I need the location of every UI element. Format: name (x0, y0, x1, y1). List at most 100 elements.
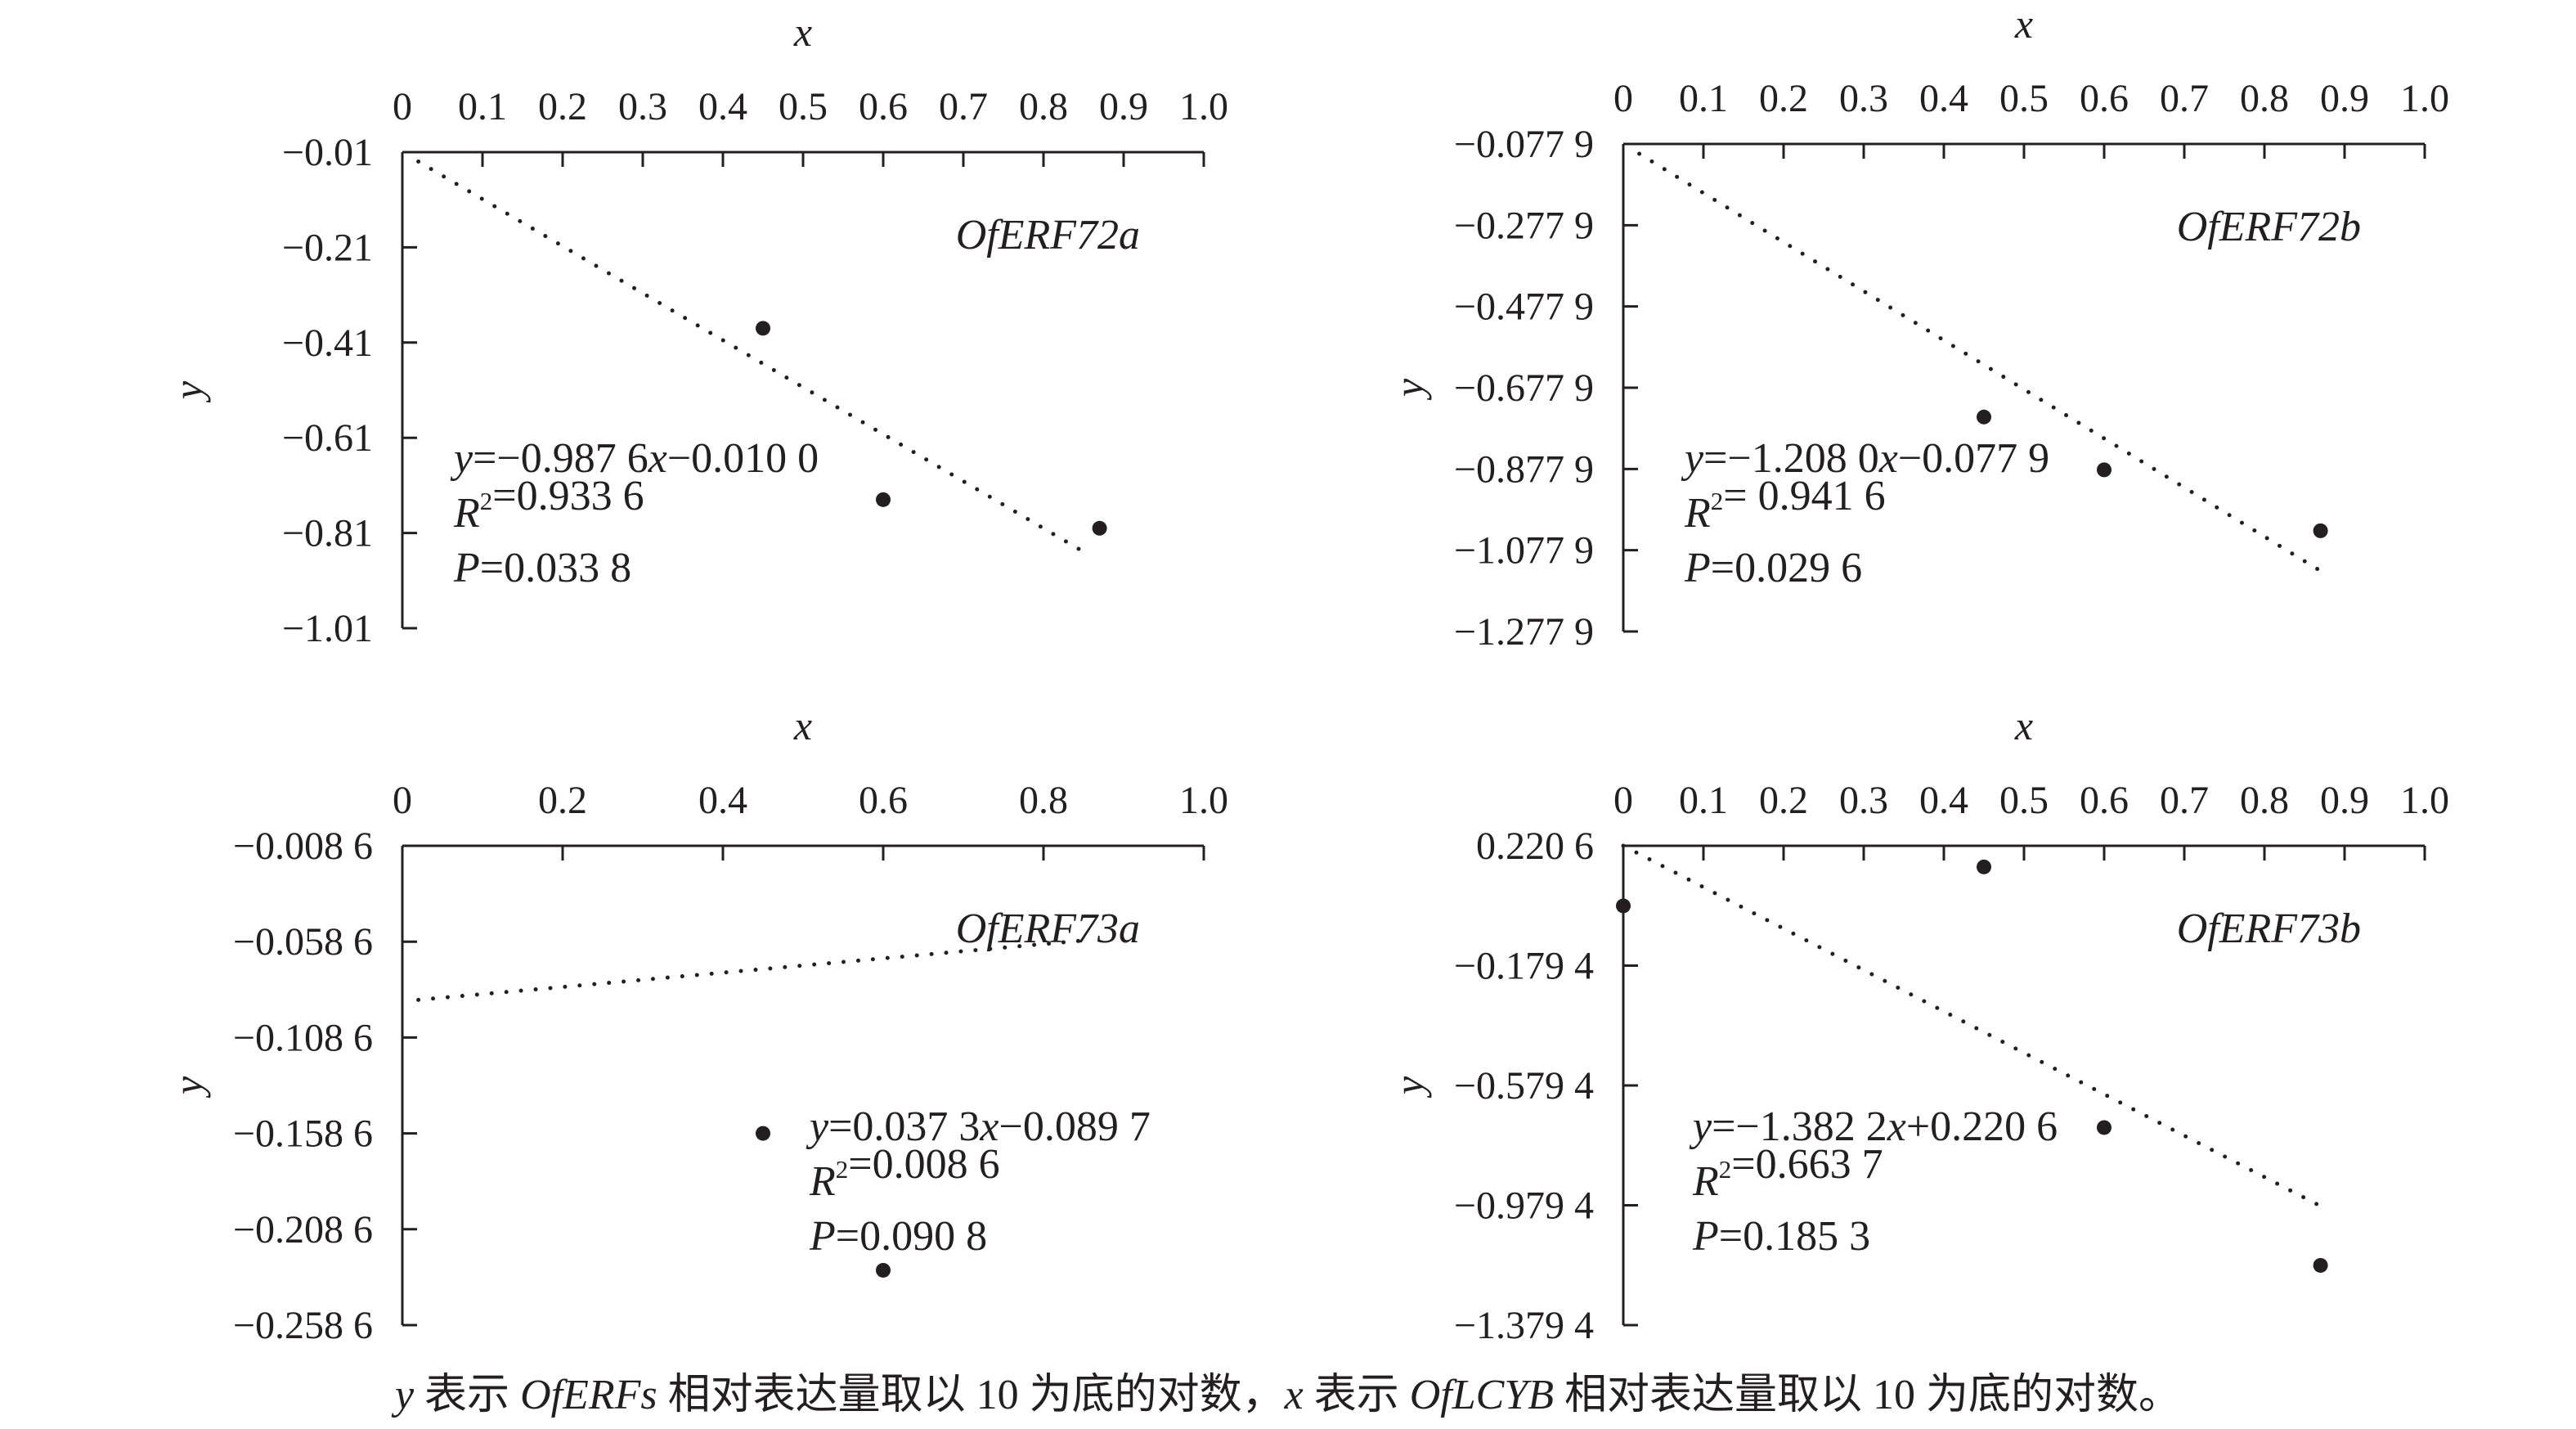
gene-label: OfERF73a (956, 905, 1140, 952)
caption-ofERFs: OfERFs (520, 1372, 657, 1418)
data-point (2313, 1257, 2328, 1273)
x-tick-label: 0.1 (458, 85, 507, 128)
y-axis-title: y (1386, 1076, 1432, 1099)
y-tick-label: −0.979 4 (1454, 1184, 1594, 1228)
regression-annotation-line: P=0.033 8 (453, 545, 631, 591)
y-tick-label: 0.220 6 (1476, 825, 1594, 868)
x-tick-label: 0.9 (2320, 77, 2369, 120)
gene-label: OfERF73b (2177, 905, 2361, 952)
x-tick-label: 0.7 (2160, 779, 2209, 822)
caption-text-1: 表示 (414, 1372, 521, 1418)
x-tick-label: 0.9 (2320, 779, 2369, 822)
y-tick-label: −0.179 4 (1454, 945, 1594, 988)
data-point (756, 1126, 770, 1141)
x-axis-title: x (2014, 1, 2033, 47)
data-point (876, 1262, 891, 1278)
x-tick-label: 0.3 (1839, 77, 1888, 120)
y-tick-label: −0.01 (282, 131, 373, 174)
y-tick-label: −0.108 6 (233, 1016, 373, 1059)
x-tick-label: 0.6 (2080, 77, 2129, 120)
caption-text-2: 相对表达量取以 10 为底的对数， (657, 1372, 1285, 1418)
caption-text-3: 表示 (1303, 1372, 1410, 1418)
y-tick-label: −1.01 (282, 607, 373, 650)
x-tick-label: 1.0 (2400, 779, 2449, 822)
gene-label: OfERF72a (956, 212, 1140, 258)
y-tick-label: −1.077 9 (1454, 529, 1594, 573)
y-tick-label: −1.379 4 (1454, 1304, 1594, 1347)
x-tick-label: 0.5 (1999, 779, 2049, 822)
caption-oflcyb: OfLCYB (1409, 1372, 1555, 1418)
y-axis-title: y (165, 380, 211, 403)
y-tick-label: −0.008 6 (233, 825, 373, 868)
x-tick-label: 0.4 (698, 779, 747, 822)
caption-y-symbol: y (394, 1372, 415, 1418)
x-tick-label: 0.4 (698, 85, 747, 128)
x-tick-label: 0.2 (538, 85, 587, 128)
regression-annotation-line: y=−1.208 0x−0.077 9 (1681, 435, 2049, 482)
regression-annotation-line: P=0.090 8 (809, 1213, 987, 1260)
y-tick-label: −0.41 (282, 321, 373, 365)
x-axis-title: x (793, 703, 812, 748)
y-tick-label: −0.058 6 (233, 920, 373, 964)
x-axis-title: x (793, 9, 812, 55)
x-tick-label: 0 (1613, 77, 1633, 120)
trend-line (1637, 151, 2323, 573)
data-point (1616, 898, 1631, 914)
chart-panel-4: 0 0.1 0.2 0.3 0.4 0.5 0.6 0.7 0.8 0.9 1.0 0.220 6 −0… (1386, 703, 2449, 1347)
data-point (876, 492, 891, 507)
x-tick-label: 0.1 (1679, 77, 1728, 120)
x-tick-label: 0.5 (1999, 77, 2049, 120)
x-axis-title: x (2014, 703, 2033, 748)
y-axis-title: y (165, 1076, 211, 1099)
x-tick-label: 0 (393, 85, 412, 128)
figure-caption: y 表示 OfERFs 相对表达量取以 10 为底的对数，x 表示 OfLCYB… (0, 1359, 2576, 1421)
x-tick-label: 0.2 (1759, 779, 1808, 822)
x-tick-label: 0.8 (2240, 779, 2289, 822)
caption-x-symbol: x (1284, 1372, 1304, 1418)
y-tick-label: −0.21 (282, 226, 373, 269)
x-tick-label: 0.3 (618, 85, 667, 128)
x-tick-label: 0.2 (538, 779, 587, 822)
data-point (1977, 409, 1991, 425)
x-tick-label: 0.6 (859, 779, 908, 822)
y-tick-label: −0.208 6 (233, 1208, 373, 1251)
data-point (1977, 859, 1991, 874)
x-tick-label: 0.1 (1679, 779, 1728, 822)
chart-panel-1: 0 0.1 0.2 0.3 0.4 0.5 0.6 0.7 0.8 0.9 1.0 −0.01 −0.2… (165, 9, 1228, 650)
regression-annotation-line: R2=0.663 7 (1692, 1141, 1883, 1205)
y-tick-label: −0.077 9 (1454, 123, 1594, 166)
y-tick-label: −0.477 9 (1454, 285, 1594, 329)
x-tick-label: 0.8 (1019, 85, 1068, 128)
x-tick-label: 0.6 (2080, 779, 2129, 822)
data-point (2313, 523, 2328, 538)
regression-annotation-line: y=0.037 3x−0.089 7 (806, 1103, 1151, 1150)
y-tick-label: −0.81 (282, 512, 373, 555)
x-tick-label: 0.2 (1759, 77, 1808, 120)
x-tick-label: 0.6 (859, 85, 908, 128)
x-tick-label: 0.3 (1839, 779, 1888, 822)
y-tick-label: −0.677 9 (1454, 366, 1594, 410)
data-point (756, 321, 770, 336)
x-tick-label: 0.4 (1919, 779, 1968, 822)
regression-annotation-line: R2=0.008 6 (809, 1141, 1000, 1205)
chart-panel-3: 0 0.2 0.4 0.6 0.8 1.0 −0.008 6 −0.058 6 −0.108 6… (165, 703, 1228, 1347)
regression-annotation-line: y=−0.987 6x−0.010 0 (450, 435, 819, 482)
regression-annotation-line: P=0.185 3 (1692, 1213, 1870, 1260)
data-point (2097, 462, 2112, 478)
x-tick-label: 0.8 (2240, 77, 2289, 120)
x-tick-label: 0.9 (1099, 85, 1148, 128)
regression-annotation-line: R2=0.933 6 (453, 473, 644, 537)
x-tick-label: 0.5 (779, 85, 828, 128)
data-point (1092, 520, 1107, 536)
y-tick-label: −0.61 (282, 416, 373, 460)
x-tick-label: 1.0 (2400, 77, 2449, 120)
regression-annotation-line: R2= 0.941 6 (1684, 473, 1886, 537)
x-tick-label: 0 (393, 779, 412, 822)
y-tick-label: −0.277 9 (1454, 204, 1594, 247)
x-tick-label: 0.7 (2160, 77, 2209, 120)
x-tick-label: 0.8 (1019, 779, 1068, 822)
y-axis-title: y (1386, 378, 1432, 401)
y-tick-label: −0.877 9 (1454, 447, 1594, 491)
regression-annotation-line: P=0.029 6 (1684, 545, 1862, 591)
